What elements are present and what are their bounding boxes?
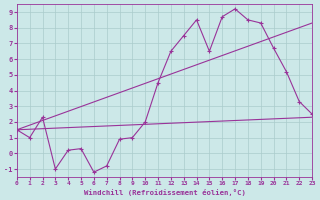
X-axis label: Windchill (Refroidissement éolien,°C): Windchill (Refroidissement éolien,°C) xyxy=(84,189,245,196)
